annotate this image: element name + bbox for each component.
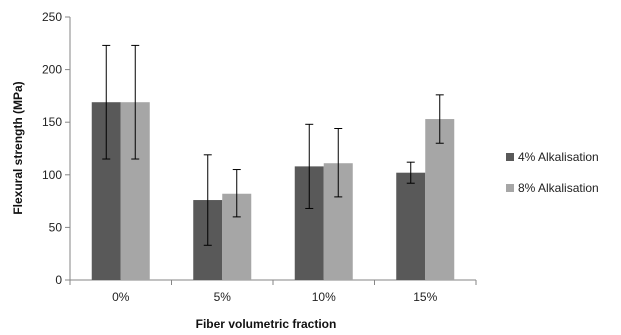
legend-label: 8% Alkalisation [518,181,599,195]
y-axis-title: Flexural strength (MPa) [11,81,25,214]
x-tick-label: 0% [112,290,130,304]
plot-area: 0% 5% 10% 15% [69,17,477,304]
y-tick-label: 250 [42,10,62,24]
x-axis-title: Fiber volumetric fraction [196,317,337,331]
x-tick-label: 15% [413,290,437,304]
y-tick-label: 0 [55,273,62,287]
x-tick-label: 10% [312,290,336,304]
x-tick-label: 5% [214,290,232,304]
y-tick-label: 50 [49,220,63,234]
y-tick-label: 100 [42,168,62,182]
bar [425,119,455,280]
y-tick-label: 200 [42,63,62,77]
legend-label: 4% Alkalisation [518,150,599,164]
legend-swatch [506,184,514,192]
legend-swatch [506,153,514,161]
bar [396,172,426,280]
y-axis-ticks: 0 50 100 150 200 250 [42,10,70,287]
legend: 4% Alkalisation 8% Alkalisation [506,150,599,195]
y-tick-label: 150 [42,115,62,129]
